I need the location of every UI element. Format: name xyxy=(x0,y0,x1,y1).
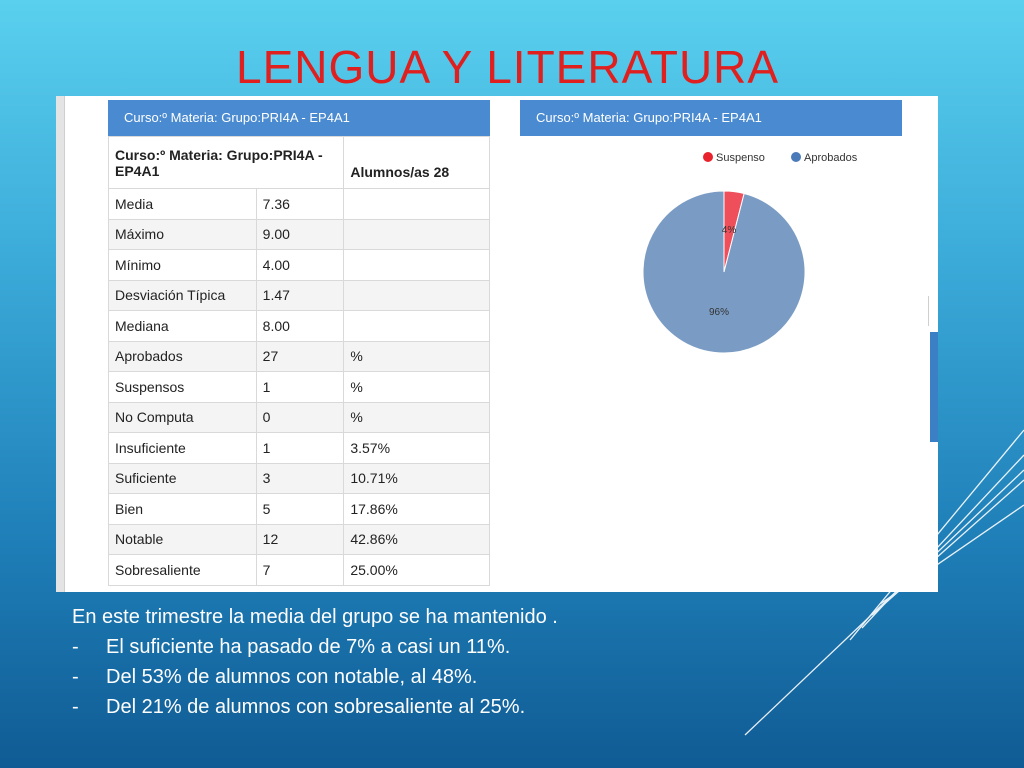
row-label: Bien xyxy=(108,493,257,525)
edge-highlight xyxy=(930,332,938,442)
table-row: Notable 12 42.86% xyxy=(108,523,490,555)
table-row: No Computa 0% xyxy=(108,401,490,433)
table-head-group: Curso:º Materia: Grupo:PRI4A - EP4A1 xyxy=(107,136,345,189)
table-head-students: Alumnos/as 28 xyxy=(343,136,490,189)
row-label: Sobresaliente xyxy=(108,554,257,586)
row-value: 0 xyxy=(255,401,345,433)
row-percent: 10.71% xyxy=(343,462,490,494)
table-row: Suspensos 1% xyxy=(108,371,490,403)
row-value: 1 xyxy=(255,371,345,403)
row-value: 8.00 xyxy=(255,310,345,342)
row-value: 7.36 xyxy=(255,188,345,220)
commentary-text: En este trimestre la media del grupo se … xyxy=(72,602,772,722)
row-percent: 42.86% xyxy=(343,523,490,555)
row-label: Desviación Típica xyxy=(108,279,257,311)
row-label: Insuficiente xyxy=(108,432,257,464)
table-row: Mediana 8.00 xyxy=(108,310,490,342)
bullet-text: Del 21% de alumnos con sobresaliente al … xyxy=(106,696,526,718)
row-percent: % xyxy=(343,340,490,372)
report-screenshot: Curso:º Materia: Grupo:PRI4A - EP4A1 Cur… xyxy=(56,96,938,592)
row-value: 9.00 xyxy=(255,218,345,250)
row-value: 5 xyxy=(255,493,345,525)
row-label: No Computa xyxy=(108,401,257,433)
pie-chart: Suspenso Aprobados 4% 96% xyxy=(642,152,858,354)
row-value: 27 xyxy=(255,340,345,372)
row-value: 1.47 xyxy=(255,279,345,311)
edge-divider xyxy=(928,296,929,326)
commentary-bullet: - Del 21% de alumnos con sobresaliente al… xyxy=(72,692,772,722)
row-label: Aprobados xyxy=(108,340,257,372)
row-value: 7 xyxy=(255,554,345,586)
commentary-intro: En este trimestre la media del grupo se … xyxy=(72,606,558,628)
row-percent xyxy=(343,249,490,281)
chart-panel-header: Curso:º Materia: Grupo:PRI4A - EP4A1 xyxy=(520,100,902,136)
legend-label-suspenso[interactable]: Suspenso xyxy=(716,152,765,164)
row-percent xyxy=(343,310,490,342)
row-percent: % xyxy=(343,371,490,403)
row-label: Notable xyxy=(108,523,257,555)
table-row: Bien 5 17.86% xyxy=(108,493,490,525)
table-row: Máximo 9.00 xyxy=(108,218,490,250)
table-row: Media 7.36 xyxy=(108,188,490,220)
row-label: Suficiente xyxy=(108,462,257,494)
commentary-bullets: - El suficiente ha pasado de 7% a casi un… xyxy=(72,632,772,722)
row-percent: 25.00% xyxy=(343,554,490,586)
pie-label-suspenso: 4% xyxy=(722,225,737,236)
chart-panel: Curso:º Materia: Grupo:PRI4A - EP4A1 Sus… xyxy=(520,100,902,400)
row-value: 3 xyxy=(255,462,345,494)
pie-slice-aprobados[interactable] xyxy=(642,190,806,354)
bullet-dash: - xyxy=(72,636,79,658)
table-row: Insuficiente 1 3.57% xyxy=(108,432,490,464)
table-row: Desviación Típica 1.47 xyxy=(108,279,490,311)
slide-title: LENGUA Y LITERATURA xyxy=(236,41,780,93)
row-label: Suspensos xyxy=(108,371,257,403)
legend-label-aprobados[interactable]: Aprobados xyxy=(804,152,858,164)
row-value: 12 xyxy=(255,523,345,555)
row-label: Mediana xyxy=(108,310,257,342)
table-row: Aprobados 27% xyxy=(108,340,490,372)
table-row: Suficiente 3 10.71% xyxy=(108,462,490,494)
stats-table: Curso:º Materia: Grupo:PRI4A - EP4A1 Alu… xyxy=(107,136,490,586)
legend-swatch-aprobados[interactable] xyxy=(791,152,801,162)
commentary-bullet: - El suficiente ha pasado de 7% a casi un… xyxy=(72,632,772,662)
left-gutter xyxy=(56,96,64,592)
legend-swatch-suspenso[interactable] xyxy=(703,152,713,162)
table-row: Mínimo 4.00 xyxy=(108,249,490,281)
table-panel-header: Curso:º Materia: Grupo:PRI4A - EP4A1 xyxy=(108,100,490,136)
row-value: 1 xyxy=(255,432,345,464)
row-percent xyxy=(343,218,490,250)
bullet-text: El suficiente ha pasado de 7% a casi un … xyxy=(106,636,511,658)
row-label: Media xyxy=(108,188,257,220)
bullet-dash: - xyxy=(72,696,79,718)
bullet-text: Del 53% de alumnos con notable, al 48%. xyxy=(106,666,478,688)
row-percent: % xyxy=(343,401,490,433)
pie-label-aprobados: 96% xyxy=(709,307,729,318)
bullet-dash: - xyxy=(72,666,79,688)
row-percent: 17.86% xyxy=(343,493,490,525)
row-label: Mínimo xyxy=(108,249,257,281)
table-header-row: Curso:º Materia: Grupo:PRI4A - EP4A1 Alu… xyxy=(107,136,490,189)
row-percent xyxy=(343,279,490,311)
table-row: Sobresaliente 7 25.00% xyxy=(108,554,490,586)
row-label: Máximo xyxy=(108,218,257,250)
row-value: 4.00 xyxy=(255,249,345,281)
commentary-bullet: - Del 53% de alumnos con notable, al 48%. xyxy=(72,662,772,692)
gutter-divider xyxy=(64,96,65,592)
row-percent xyxy=(343,188,490,220)
row-percent: 3.57% xyxy=(343,432,490,464)
stats-table-panel: Curso:º Materia: Grupo:PRI4A - EP4A1 Cur… xyxy=(107,100,490,592)
